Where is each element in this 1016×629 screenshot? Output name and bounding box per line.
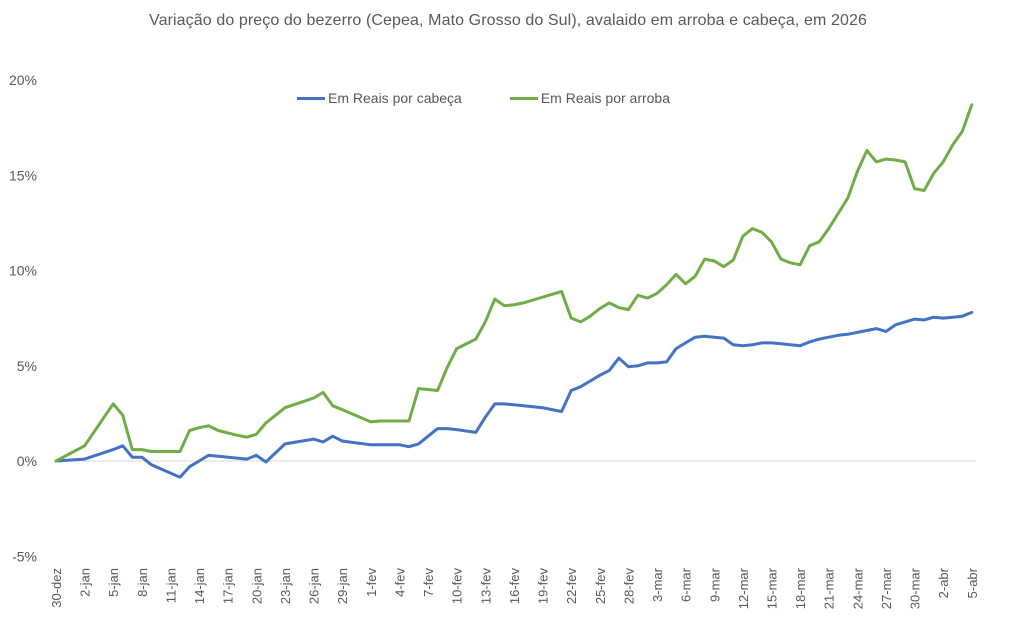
legend-label-arroba: Em Reais por arroba [540,90,671,106]
x-tick-label: 18-mar [793,567,808,609]
x-tick-label: 26-jan [307,568,322,604]
series-lines [54,103,974,479]
y-tick-label: 20% [9,72,37,88]
chart-title: Variação do preço do bezerro (Cepea, Mat… [149,12,867,29]
x-tick-label: 22-fev [564,568,579,605]
x-tick-label: 12-mar [736,567,751,609]
x-tick-label: 14-jan [192,568,207,604]
x-tick-label: 13-fev [478,568,493,605]
x-tick-label: 1-fev [364,568,379,597]
x-tick-label: 5-jan [106,568,121,597]
x-tick-label: 2-jan [78,568,93,597]
x-tick-label: 30-mar [908,567,923,609]
x-tick-label: 5-abr [965,567,980,598]
x-tick-label: 28-fev [621,568,636,605]
x-axis: 30-dez 2-jan 5-jan 8-jan 11-jan 14-jan 17-jan 2… [49,567,980,609]
x-tick-label: 30-dez [49,568,64,608]
legend: Em Reais por cabeça Em Reais por arroba [297,90,670,106]
x-tick-label: 24-mar [850,567,865,609]
x-tick-label: 4-fev [392,568,407,597]
legend-item-cabeca: Em Reais por cabeça [297,90,462,106]
y-tick-label: 0% [17,453,37,469]
x-tick-label: 27-mar [879,567,894,609]
y-tick-label: 15% [9,167,37,183]
x-tick-label: 7-fev [421,568,436,597]
series-line-arroba [54,103,974,463]
x-tick-label: 20-jan [249,568,264,604]
x-tick-label: 8-jan [135,568,150,597]
x-tick-label: 23-jan [278,568,293,604]
y-tick-label: 5% [17,358,37,374]
y-axis: -5% 0% 5% 10% 15% 20% [9,72,37,564]
series-line-cabeca [54,310,974,479]
x-tick-label: 15-mar [765,567,780,609]
x-tick-label: 19-fev [536,568,551,605]
x-tick-label: 11-jan [163,568,178,603]
x-tick-label: 16-fev [507,568,522,605]
x-tick-label: 3-mar [650,567,665,602]
x-tick-label: 10-fev [450,568,465,605]
legend-swatch-arroba [509,96,538,100]
x-tick-label: 29-jan [335,568,350,604]
x-tick-label: 25-fev [593,568,608,605]
y-tick-label: -5% [12,548,37,564]
legend-label-cabeca: Em Reais por cabeça [328,90,462,106]
x-tick-label: 6-mar [679,567,694,602]
x-tick-label: 17-jan [221,568,236,604]
x-tick-label: 9-mar [707,567,722,602]
legend-item-arroba: Em Reais por arroba [509,90,671,106]
x-tick-label: 2-abr [936,567,951,598]
x-tick-label: 21-mar [822,567,837,609]
y-tick-label: 10% [9,263,37,279]
legend-swatch-cabeca [297,96,325,100]
